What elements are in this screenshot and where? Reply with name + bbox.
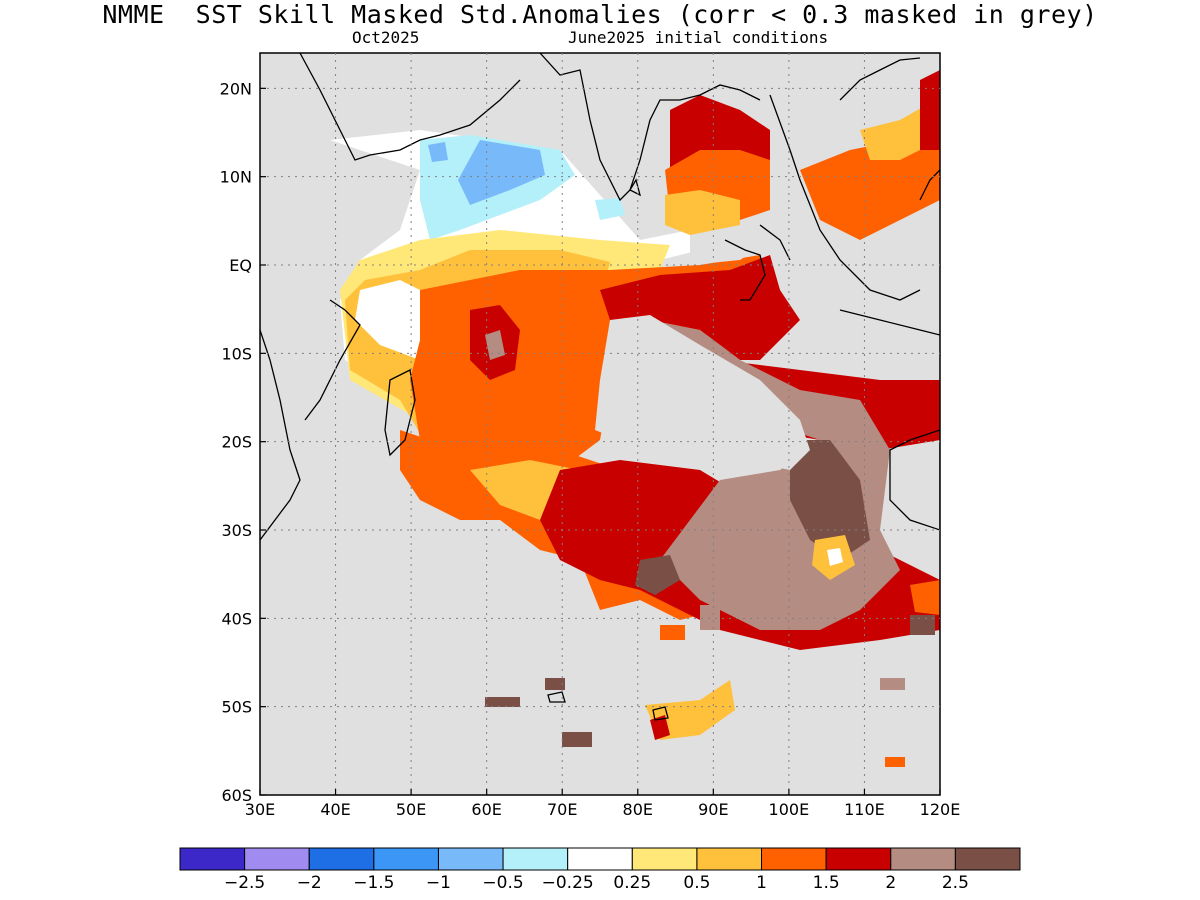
colorbar-swatch: [890, 847, 956, 871]
patch-42s: [660, 625, 685, 640]
colorbar-swatch: [696, 847, 763, 871]
neg-anomaly-mid: [458, 140, 545, 205]
lon-tick-label: 90E: [698, 800, 728, 819]
pos-anomaly-2-core: [485, 330, 505, 360]
pos-anomaly-0-5-bay: [665, 190, 740, 235]
pos-anomaly-1-5-scs: [920, 70, 940, 150]
lon-tick-label: 100E: [769, 800, 810, 819]
lat-tick-label: 10S: [221, 344, 252, 363]
lat-tick-label: 10N: [220, 168, 252, 187]
colorbar: −2.5 −2 −1.5 −1 −0.5 −0.25 0.25 0.5 1 1.5 2 2.5: [179, 847, 1021, 893]
colorbar-swatch: [761, 847, 827, 871]
lon-tick-label: 50E: [396, 800, 426, 819]
colorbar-swatch: [502, 847, 569, 871]
lon-tick-label: 120E: [920, 800, 961, 819]
colorbar-swatch: [825, 847, 892, 871]
axis-ticks: 30E 40E 50E 60E 70E 80E 90E 100E 110E 120E 20N 10N E…: [220, 79, 961, 819]
colorbar-swatch: [179, 847, 246, 871]
colorbar-swatch: [308, 847, 375, 871]
lat-tick-label: 40S: [221, 609, 252, 628]
patch-50s-a: [485, 697, 520, 707]
lat-tick-label: 30S: [221, 521, 252, 540]
colorbar-label: −2.5: [224, 873, 265, 893]
mask-central: [595, 315, 810, 470]
colorbar-label: −1: [426, 873, 451, 893]
patch-40s-east: [910, 615, 935, 635]
colorbar-swatch: [567, 847, 633, 871]
gridlines: [260, 53, 940, 795]
lat-tick-label: EQ: [229, 256, 252, 275]
patch-50s-b: [545, 678, 565, 690]
colorbar-swatch: [954, 847, 1021, 871]
lat-tick-label: 20S: [221, 433, 252, 452]
lat-tick-label: 20N: [220, 79, 252, 98]
map-title: NMME SST Skill Masked Std.Anomalies (cor…: [102, 0, 1098, 29]
lon-tick-label: 30E: [245, 800, 275, 819]
patch-55s-east: [885, 757, 905, 767]
patch-se-orange: [910, 580, 940, 615]
colorbar-label: 0.5: [683, 873, 710, 893]
target-month: Oct2025: [352, 28, 420, 47]
colorbar-label: 1: [756, 873, 767, 893]
colorbar-swatch: [373, 847, 439, 871]
lon-tick-label: 80E: [623, 800, 653, 819]
lon-tick-label: 70E: [547, 800, 577, 819]
patch-50s-east: [880, 678, 905, 690]
colorbar-label: −0.25: [542, 873, 594, 893]
colorbar-label: −0.5: [482, 873, 523, 893]
colorbar-swatch: [437, 847, 504, 871]
pos-anomaly-1-5-equator: [600, 255, 800, 360]
map-frame: [259, 52, 941, 796]
coastlines: [260, 53, 940, 721]
patch-se-brown: [775, 585, 840, 620]
neg-anomaly-mid-2: [428, 142, 448, 162]
colorbar-label: −2: [297, 873, 322, 893]
lon-tick-label: 60E: [471, 800, 501, 819]
map-field: [260, 53, 940, 795]
lat-tick-label: 50S: [221, 698, 252, 717]
patch-53s: [562, 732, 592, 747]
colorbar-label: 0.25: [613, 873, 651, 893]
neutral-35S: [827, 548, 843, 566]
pos-anomaly-2-5-blob: [635, 555, 680, 595]
lon-tick-label: 40E: [320, 800, 350, 819]
colorbar-swatch: [631, 847, 698, 871]
neg-anomaly-light-2: [595, 198, 625, 220]
patch-40s: [700, 605, 720, 630]
colorbar-swatch: [244, 847, 310, 871]
colorbar-label: 2.5: [942, 873, 969, 893]
colorbar-label: −1.5: [353, 873, 394, 893]
lon-tick-label: 110E: [844, 800, 885, 819]
initial-conditions: June2025 initial conditions: [568, 28, 829, 47]
patch-kerguelen-red: [650, 715, 670, 740]
colorbar-label: 2: [885, 873, 896, 893]
lat-tick-label: 60S: [221, 786, 252, 805]
colorbar-label: 1.5: [813, 873, 840, 893]
